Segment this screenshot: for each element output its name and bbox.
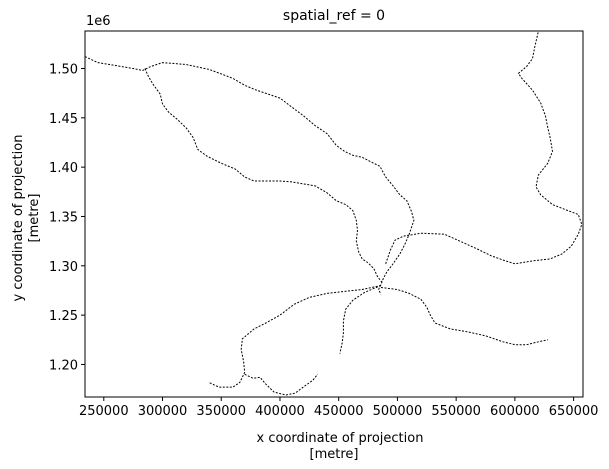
plot-frame <box>84 30 584 398</box>
y-tick-label: 1.30 <box>49 260 78 275</box>
boundary-line-4 <box>208 285 382 388</box>
x-tick-label: 350000 <box>196 404 246 419</box>
boundary-line-1 <box>84 56 415 295</box>
y-tick-label: 1.45 <box>49 112 78 127</box>
x-axis-ticks: 250000 300000 350000 400000 450000 500000 5500… <box>79 397 598 419</box>
x-tick-label: 650000 <box>549 404 599 419</box>
x-tick-label: 600000 <box>490 404 540 419</box>
x-tick-label: 300000 <box>138 404 188 419</box>
chart-title: spatial_ref = 0 <box>283 8 385 24</box>
x-axis-unit: [metre] <box>310 447 359 462</box>
y-axis-ticks: 1.20 1.25 1.30 1.35 1.40 1.45 1.50 <box>49 62 85 373</box>
plot-area <box>84 30 584 398</box>
boundary-line-7 <box>244 373 318 396</box>
x-tick-label: 250000 <box>79 404 129 419</box>
x-tick-label: 500000 <box>373 404 423 419</box>
y-axis-label: y coordinate of projection <box>11 135 26 302</box>
boundary-line-5 <box>339 285 382 354</box>
boundary-line-2 <box>144 68 383 283</box>
y-tick-label: 1.35 <box>49 210 78 225</box>
boundary-line-3 <box>385 30 583 265</box>
x-tick-label: 450000 <box>314 404 364 419</box>
y-tick-label: 1.40 <box>49 161 78 176</box>
x-axis-label: x coordinate of projection <box>257 431 424 446</box>
x-tick-label: 550000 <box>431 404 481 419</box>
x-tick-label: 400000 <box>255 404 305 419</box>
series-layer <box>84 30 583 396</box>
y-tick-label: 1.25 <box>49 309 78 324</box>
y-axis-unit: [metre] <box>27 194 42 243</box>
y-offset-label: 1e6 <box>86 14 111 29</box>
boundary-line-6 <box>380 287 548 346</box>
y-tick-label: 1.50 <box>49 62 78 77</box>
y-tick-label: 1.20 <box>49 358 78 373</box>
